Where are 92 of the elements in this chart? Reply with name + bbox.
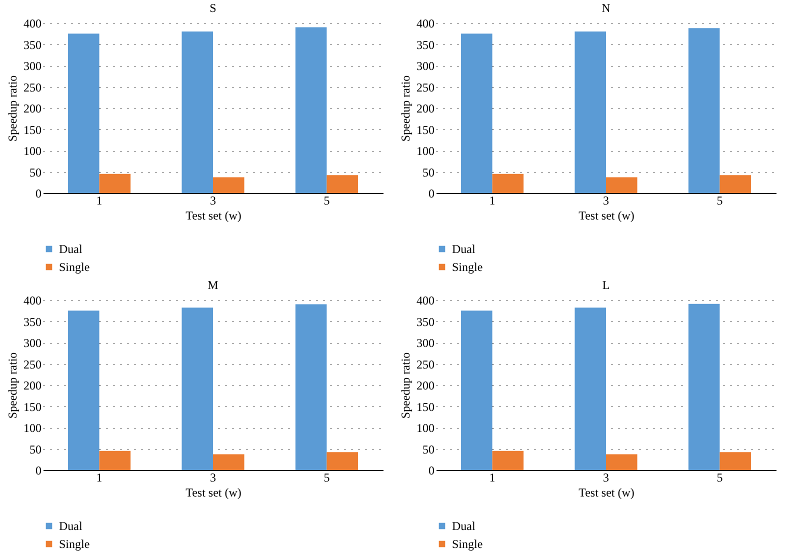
bar xyxy=(574,32,606,193)
y-tick-label: 300 xyxy=(24,336,42,350)
legend-label: Single xyxy=(452,260,483,274)
y-axis-title: Speedup ratio xyxy=(6,352,20,419)
y-tick-label: 300 xyxy=(24,59,42,73)
y-axis-title: Speedup ratio xyxy=(398,75,412,142)
legend-label: Single xyxy=(452,537,483,551)
y-tick-label: 200 xyxy=(416,378,434,392)
y-tick-label: 250 xyxy=(24,80,42,94)
bar xyxy=(295,304,327,470)
bar xyxy=(99,450,131,470)
bar xyxy=(720,175,751,193)
chart-title: S xyxy=(210,1,216,15)
y-tick-label: 50 xyxy=(30,165,42,180)
chart-title: M xyxy=(208,278,219,292)
legend-label: Dual xyxy=(452,519,476,533)
x-tick-label: 1 xyxy=(489,194,496,208)
y-tick-label: 350 xyxy=(416,38,434,52)
bar xyxy=(688,304,720,470)
x-tick-label: 5 xyxy=(716,194,723,208)
y-tick-label: 200 xyxy=(24,102,42,116)
legend-label: Single xyxy=(59,260,90,274)
y-tick-label: 350 xyxy=(416,314,434,329)
y-tick-label: 100 xyxy=(416,421,434,435)
y-tick-label: 300 xyxy=(416,336,434,350)
y-tick-label: 400 xyxy=(24,294,42,308)
y-tick-label: 150 xyxy=(416,400,434,414)
y-tick-label: 50 xyxy=(422,442,434,456)
x-tick-label: 1 xyxy=(96,470,102,484)
bar xyxy=(326,452,358,470)
x-tick-label: 1 xyxy=(489,470,496,484)
bar xyxy=(213,177,244,193)
y-tick-label: 250 xyxy=(416,80,434,94)
bar xyxy=(68,310,100,470)
bar xyxy=(68,34,100,193)
bar xyxy=(213,454,244,470)
bar xyxy=(720,452,751,470)
y-tick-label: 350 xyxy=(24,314,42,329)
x-tick-label: 5 xyxy=(716,470,723,484)
legend-label: Dual xyxy=(452,242,476,256)
y-tick-label: 100 xyxy=(416,144,434,158)
y-tick-label: 150 xyxy=(24,122,42,137)
x-axis-title: Test set (w) xyxy=(578,486,634,500)
y-tick-label: 200 xyxy=(24,378,42,392)
bar xyxy=(182,32,213,193)
y-tick-label: 50 xyxy=(30,442,42,456)
x-axis-title: Test set (w) xyxy=(578,208,634,222)
x-tick-label: 5 xyxy=(324,470,330,484)
y-tick-label: 150 xyxy=(24,400,42,414)
bar xyxy=(99,174,131,193)
legend-label: Dual xyxy=(59,242,83,256)
chart-title: L xyxy=(602,278,610,292)
y-tick-label: 400 xyxy=(24,16,42,30)
bar xyxy=(461,310,492,470)
y-tick-label: 0 xyxy=(36,464,42,478)
bar xyxy=(492,174,524,193)
legend-label: Single xyxy=(59,537,90,551)
x-tick-label: 3 xyxy=(210,194,216,208)
y-axis-title: Speedup ratio xyxy=(6,75,20,142)
bar xyxy=(688,28,720,193)
x-tick-label: 1 xyxy=(96,194,102,208)
x-tick-label: 5 xyxy=(324,194,330,208)
bar xyxy=(606,177,638,193)
y-tick-label: 0 xyxy=(36,186,42,200)
y-tick-label: 0 xyxy=(428,464,434,478)
y-tick-label: 250 xyxy=(24,357,42,372)
x-tick-label: 3 xyxy=(210,470,216,484)
x-tick-label: 3 xyxy=(603,470,609,484)
y-tick-label: 0 xyxy=(428,186,434,200)
y-tick-label: 200 xyxy=(416,102,434,116)
y-tick-label: 350 xyxy=(24,38,42,52)
y-tick-label: 100 xyxy=(24,144,42,158)
bar xyxy=(574,308,606,470)
chart-title: N xyxy=(602,1,611,15)
x-tick-label: 3 xyxy=(603,194,609,208)
x-axis-title: Test set (w) xyxy=(186,486,242,500)
bar xyxy=(461,34,492,193)
y-tick-label: 400 xyxy=(416,294,434,308)
bar xyxy=(606,454,638,470)
bar xyxy=(492,450,524,470)
bar xyxy=(295,27,327,193)
legend-label: Dual xyxy=(59,519,83,533)
y-tick-label: 250 xyxy=(416,357,434,372)
bar xyxy=(326,175,358,193)
y-tick-label: 400 xyxy=(416,16,434,30)
x-axis-title: Test set (w) xyxy=(186,208,242,222)
y-axis-title: Speedup ratio xyxy=(398,352,412,419)
bar xyxy=(182,308,213,470)
y-tick-label: 300 xyxy=(416,59,434,73)
y-tick-label: 100 xyxy=(24,421,42,435)
y-tick-label: 150 xyxy=(416,122,434,137)
y-tick-label: 50 xyxy=(422,165,434,180)
